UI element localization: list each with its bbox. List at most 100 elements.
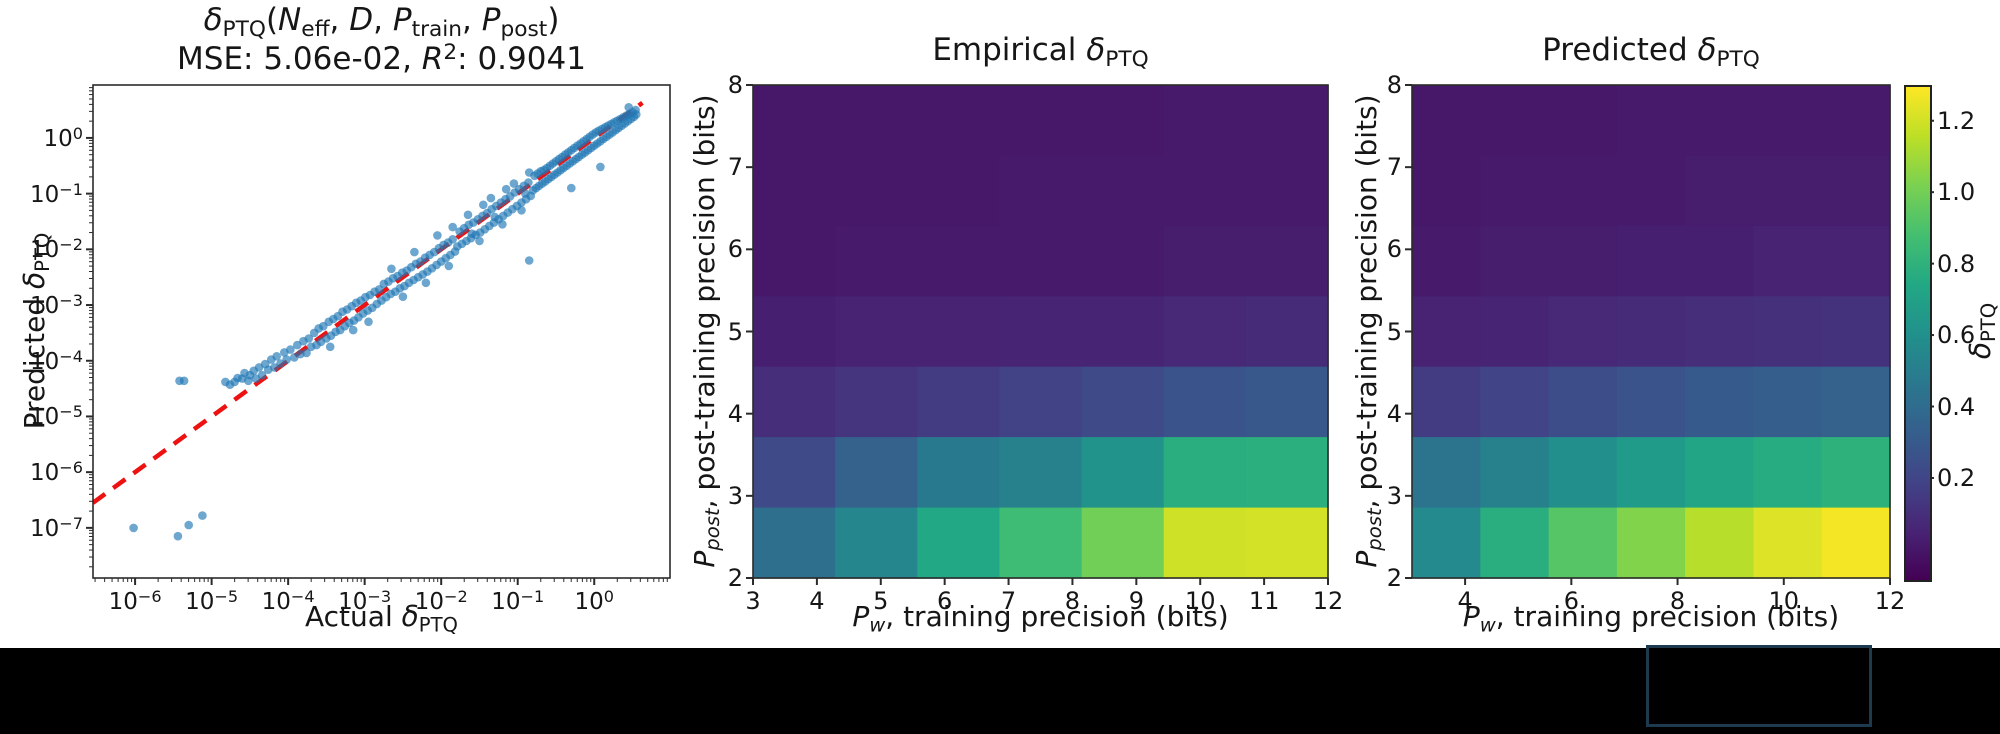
empirical-heatmap-cell [753, 507, 836, 579]
predicted-heatmap-cell [1412, 155, 1481, 227]
empirical-heatmap-cell [835, 437, 918, 509]
empirical-heatmap-cell [1163, 225, 1247, 297]
empirical-heatmap-cell [917, 225, 1001, 297]
tick-exponent: −3 [59, 290, 83, 310]
scatter-point [433, 231, 442, 240]
predicted-heatmap-cell [1821, 507, 1891, 579]
paren-close: ) [547, 2, 560, 38]
scatter-point [509, 179, 519, 188]
tick-exponent: −5 [214, 587, 239, 606]
scatter-point [567, 183, 576, 193]
scatter-point [286, 345, 295, 354]
predicted-heatmap-cell [1412, 296, 1481, 368]
predicted-heatmap-cell [1753, 296, 1823, 368]
empirical-heatmap-cell [753, 437, 836, 509]
scatter-point [596, 162, 605, 172]
predicted-heatmap-cell [1821, 366, 1891, 438]
tick-base: 10 [29, 515, 60, 542]
paren-open: ( [265, 2, 279, 38]
scatter-point [463, 210, 473, 220]
post-subscript: post [500, 17, 548, 43]
empirical-heatmap-cell [999, 296, 1083, 368]
w-subscript: w [1479, 613, 1496, 637]
eff-subscript: eff [301, 17, 330, 43]
predicted-heatmap-x-tick-label: 6 [1563, 587, 1579, 615]
tick-exponent: −6 [59, 458, 83, 478]
predicted-heatmap-border [1411, 84, 1891, 579]
empirical-heatmap-cell [1245, 507, 1329, 579]
y-tick-label: 10−1 [30, 180, 83, 208]
empirical-heatmap-cell [753, 155, 836, 227]
scatter-point [501, 184, 511, 194]
p-symbol: P [852, 600, 870, 633]
predicted-heatmap-cell [1821, 296, 1891, 368]
ptq-subscript: PTQ [1716, 47, 1760, 73]
scatter-point [257, 370, 267, 380]
post-subscript: post [701, 508, 725, 551]
empirical-heatmap-cell [1081, 507, 1165, 579]
delta-symbol: δ [203, 2, 223, 38]
predicted-heatmap-y-tick-label: 4 [1386, 399, 1402, 428]
predicted-heatmap-cell [1616, 85, 1686, 157]
bottom-black-bar [0, 648, 2000, 734]
scatter-point [302, 348, 311, 358]
predicted-heatmap-y-tick-label: 2 [1386, 564, 1402, 592]
predicted-xlabel: Pw, training precision (bits) [1412, 600, 1890, 636]
predicted-heatmap-cell [1821, 437, 1891, 509]
empirical-heatmap-cell [1081, 155, 1165, 227]
empirical-heatmap-cell [1163, 155, 1247, 227]
predicted-heatmap-cell [1685, 296, 1755, 368]
tick-base: 10 [29, 293, 60, 320]
x-tick-label: 10−2 [415, 587, 468, 615]
empirical-xlabel: Pw, training precision (bits) [753, 600, 1328, 636]
empirical-heatmap-y-tick-label: 4 [727, 399, 743, 428]
tick-exponent: −4 [290, 587, 315, 606]
empirical-heatmap-border [752, 84, 1329, 579]
empirical-heatmap-x-tick-label: 11 [1248, 587, 1280, 615]
scatter-point [173, 531, 183, 541]
empirical-heatmap-cell [835, 507, 918, 579]
predicted-heatmap-cell [1412, 437, 1481, 509]
predicted-heatmap-y-tick-label: 3 [1386, 481, 1402, 510]
scatter-point [348, 325, 358, 335]
empirical-heatmap-cell [1081, 225, 1165, 297]
xlabel-text: , training precision (bits) [885, 600, 1229, 633]
scatter-point [521, 189, 530, 198]
empirical-heatmap-cell [753, 85, 836, 157]
xlabel-text: Actual [305, 600, 402, 633]
scatter-point [276, 359, 285, 368]
empirical-heatmap-cell [753, 225, 836, 297]
predicted-heatmap-y-tick-label: 6 [1386, 235, 1402, 264]
empirical-heatmap-cell [917, 296, 1001, 368]
ptq-subscript: PTQ [1977, 302, 2000, 343]
y-tick-label: 10−7 [30, 514, 83, 542]
colorbar-tick-label: 0.8 [1937, 249, 1976, 278]
x-tick-label: 10−4 [262, 587, 315, 615]
empirical-heatmap-x-tick-label: 7 [1000, 587, 1017, 615]
empirical-heatmap-cell [1245, 366, 1329, 438]
empirical-heatmap-cell [917, 507, 1001, 579]
empirical-heatmap-x-tick-label: 6 [937, 587, 953, 615]
predicted-heatmap-cell [1753, 155, 1823, 227]
y-tick-label: 10−2 [30, 235, 83, 263]
title-text: Empirical [932, 32, 1087, 68]
empirical-heatmap-cell [1081, 296, 1165, 368]
empirical-heatmap-cell [999, 507, 1083, 579]
n-symbol: N [278, 2, 302, 38]
empirical-heatmap-cell [1163, 507, 1247, 579]
tick-exponent: 0 [603, 587, 614, 606]
empirical-heatmap-cell [999, 437, 1083, 509]
scatter-point [467, 229, 477, 238]
tick-base: 10 [185, 589, 215, 616]
empirical-heatmap-x-tick-label: 12 [1312, 587, 1344, 615]
tick-base: 10 [338, 589, 368, 616]
tick-exponent: −2 [443, 587, 468, 606]
ptq-subscript: PTQ [222, 17, 266, 43]
empirical-heatmap-x-tick-label: 5 [873, 587, 889, 615]
tick-exponent: −2 [59, 235, 83, 255]
empirical-heatmap-cell [1081, 85, 1165, 157]
r-exponent: 2 [443, 40, 458, 65]
empirical-heatmap-y-tick-label: 2 [727, 564, 743, 592]
scatter-point [498, 220, 507, 229]
